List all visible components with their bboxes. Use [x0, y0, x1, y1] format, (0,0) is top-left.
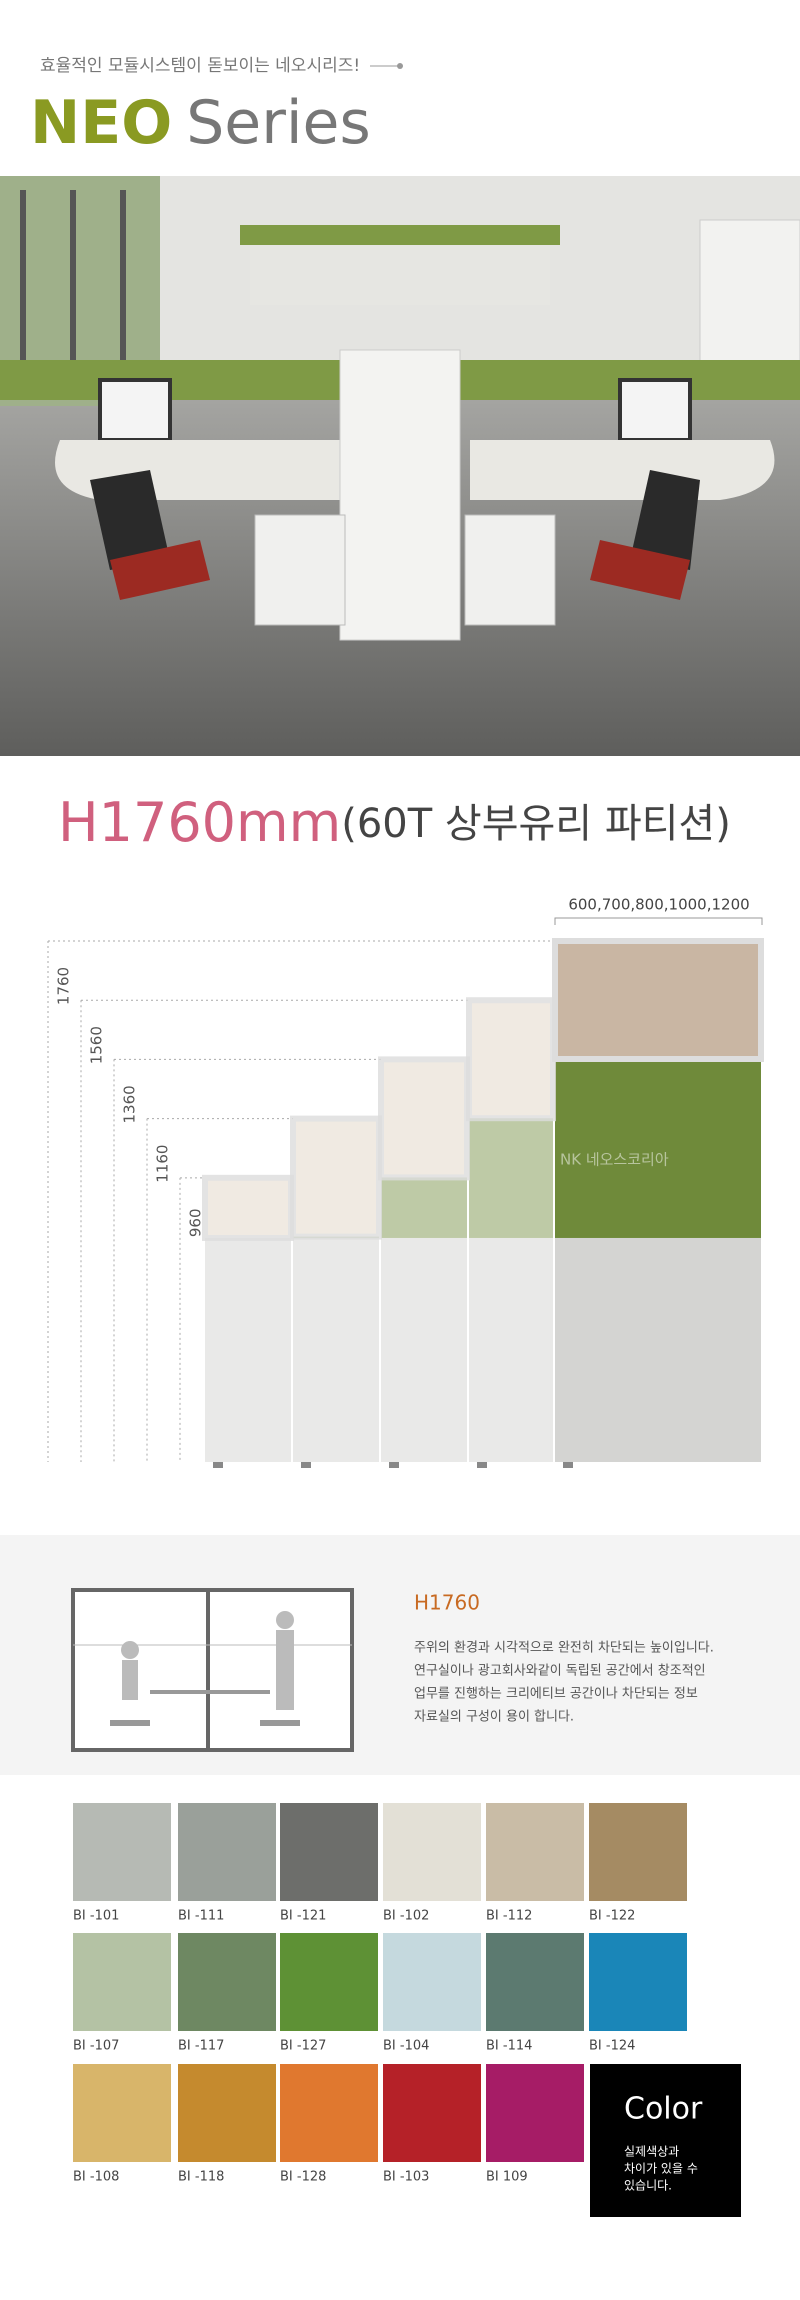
panel-fabric — [469, 1118, 553, 1238]
note-line: 차이가 있을 수 — [624, 2162, 698, 2176]
note-line: 실제색상과 — [624, 2145, 679, 2159]
swatch — [73, 1803, 171, 1901]
description-line: 업무를 진행하는 크리에티브 공간이나 차단되는 정보 — [414, 1686, 698, 1702]
swatch-code: BI -114 — [486, 2039, 532, 2054]
panel-glass — [552, 938, 764, 1062]
panel-foot — [389, 1462, 399, 1468]
swatch — [280, 1803, 378, 1901]
swatch — [383, 1933, 481, 2031]
swatch — [486, 2064, 584, 2162]
panel-fabric — [555, 1059, 761, 1238]
swatch-code: BI -128 — [280, 2170, 326, 2185]
tagline: 효율적인 모듈시스템이 돋보이는 네오시리즈! — [40, 56, 360, 76]
width-label: 600,700,800,1000,1200 — [568, 896, 749, 914]
panel-glass — [378, 1056, 470, 1181]
height-label: 1560 — [88, 1026, 106, 1064]
color-box — [590, 2064, 741, 2217]
swatch-code: BI -103 — [383, 2170, 429, 2185]
panel-foot — [301, 1462, 311, 1468]
description-line: 주위의 환경과 시각적으로 완전히 차단되는 높이입니다. — [414, 1641, 714, 1656]
swatch-code: BI -118 — [178, 2170, 224, 2185]
height-diagram: 1760 1560 1360 1160 960 NK 네오스코리아 600,700,800,… — [47, 896, 764, 1468]
panel-glass — [290, 1115, 382, 1240]
description-line: 연구실이나 광고회사와같이 독립된 공간에서 창조적인 — [414, 1664, 706, 1679]
swatch-code: BI -108 — [73, 2170, 119, 2185]
swatch — [178, 2064, 276, 2162]
swatch — [383, 1803, 481, 1901]
swatch-code: BI -112 — [486, 1909, 532, 1924]
swatch-grid: BI -101 BI -111 BI -121 BI -102 BI -112 BI -1… — [73, 1803, 687, 2185]
panel-lower — [469, 1237, 553, 1462]
section-text: 주위의 환경과 시각적으로 완전히 차단되는 높이입니다. 연구실이나 광고회사와… — [414, 1641, 714, 1725]
panel-lower — [381, 1237, 467, 1462]
heading: H1760mm(60T 상부유리 파티션) — [58, 791, 731, 854]
swatch-code: BI -127 — [280, 2039, 326, 2054]
height-label: 1160 — [154, 1145, 172, 1183]
panel-fabric — [381, 1177, 467, 1238]
height-label: 960 — [187, 1208, 205, 1237]
swatch — [178, 1933, 276, 2031]
swatch-code: BI -117 — [178, 2039, 224, 2054]
swatch-code: BI -102 — [383, 1909, 429, 1924]
panel-foot — [563, 1462, 573, 1468]
panel-foot — [477, 1462, 487, 1468]
title-bold: NEO — [30, 88, 172, 158]
panel-lower — [293, 1237, 379, 1462]
panel-glass — [202, 1174, 294, 1241]
width-bracket — [554, 917, 763, 925]
swatch-code: BI -107 — [73, 2039, 119, 2054]
title: NEO Series — [30, 88, 371, 158]
swatch-code: BI -122 — [589, 1909, 635, 1924]
panel-foot — [213, 1462, 223, 1468]
title-light: Series — [186, 88, 371, 158]
swatch — [589, 1933, 687, 2031]
section-title: H1760 — [414, 1591, 480, 1615]
description-line: 자료실의 구성이 용이 합니다. — [414, 1710, 574, 1725]
color-title: Color — [624, 2092, 703, 2127]
panel-glass — [466, 997, 556, 1122]
panel-lower — [555, 1237, 761, 1462]
rule-dot — [397, 63, 403, 69]
watermark: NK 네오스코리아 — [560, 1151, 669, 1169]
swatch — [589, 1803, 687, 1901]
swatch — [178, 1803, 276, 1901]
height-label: 1360 — [121, 1085, 139, 1123]
height-label: 1760 — [55, 967, 73, 1005]
swatch — [73, 1933, 171, 2031]
office-photo — [0, 176, 800, 756]
swatch — [486, 1803, 584, 1901]
note-line: 있습니다. — [624, 2179, 672, 2193]
swatch-code: BI -121 — [280, 1909, 326, 1924]
swatch-code: BI -101 — [73, 1909, 119, 1924]
swatch — [486, 1933, 584, 2031]
swatch — [73, 2064, 171, 2162]
swatch-code: BI -111 — [178, 1909, 224, 1924]
swatch — [280, 2064, 378, 2162]
heading-size: H1760mm — [58, 791, 341, 854]
height-illustration — [71, 1588, 354, 1752]
swatch — [383, 2064, 481, 2162]
swatch-code: BI 109 — [486, 2170, 528, 2185]
swatch-code: BI -104 — [383, 2039, 429, 2054]
heading-detail: (60T 상부유리 파티션) — [341, 801, 731, 847]
swatch — [280, 1933, 378, 2031]
panel-lower — [205, 1237, 291, 1462]
swatch-code: BI -124 — [589, 2039, 635, 2054]
